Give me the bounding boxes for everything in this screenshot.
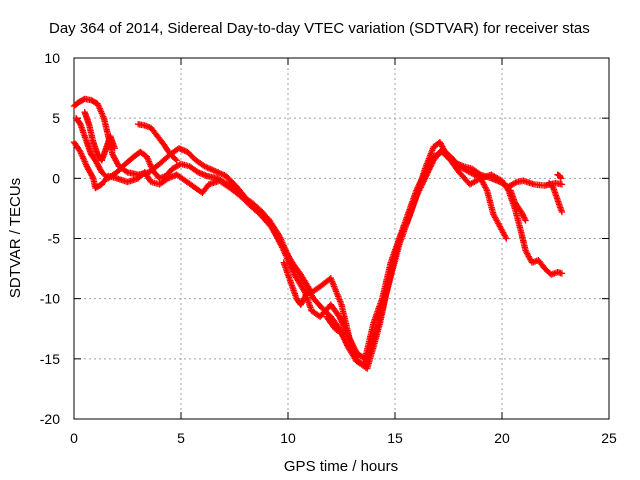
x-tick-label: 25 — [601, 430, 617, 446]
series-track-8 — [507, 187, 529, 224]
tick-labels: 0 5 10 15 20 25 -20 -15 -10 -5 0 5 10 — [40, 50, 617, 446]
x-axis-title: GPS time / hours — [284, 458, 398, 475]
y-tick-label: 5 — [52, 110, 60, 126]
data-point-marker — [520, 213, 527, 220]
y-tick-label: -15 — [40, 351, 60, 367]
data-point-marker — [512, 179, 519, 186]
x-tick-label: 0 — [70, 430, 78, 446]
series-track-9 — [545, 179, 566, 216]
series-track-5 — [81, 109, 118, 164]
data-point-marker — [304, 289, 311, 296]
data-point-marker — [557, 175, 565, 182]
grid — [74, 58, 609, 419]
y-tick-label: -20 — [40, 411, 60, 427]
series-track-4 — [135, 121, 180, 164]
axis-ticks — [73, 57, 610, 420]
data-point-marker — [522, 217, 529, 224]
x-tick-label: 20 — [494, 430, 510, 446]
x-tick-label: 10 — [280, 430, 296, 446]
data-point-marker — [518, 208, 525, 216]
series-track-1 — [70, 95, 566, 372]
data-point-marker — [503, 235, 510, 242]
x-tick-label: 5 — [177, 430, 185, 446]
x-tick-label: 15 — [387, 430, 403, 446]
data-point-marker — [173, 157, 180, 164]
y-axis-title: SDTVAR / TECUs — [7, 178, 24, 298]
data-point-marker — [76, 119, 83, 127]
data-point-marker — [518, 210, 526, 217]
data-point-marker — [558, 270, 566, 277]
data-point-marker — [558, 181, 566, 188]
data-point-marker — [520, 214, 528, 221]
y-tick-label: 10 — [44, 50, 60, 66]
data-point-marker — [111, 145, 118, 152]
data-point-marker — [519, 211, 526, 218]
data-point-marker — [558, 208, 566, 216]
chart-title: Day 364 of 2014, Sidereal Day-to-day VTE… — [49, 20, 590, 37]
y-tick-label: -5 — [48, 231, 61, 247]
data-point-marker — [339, 330, 346, 337]
series-track-10 — [554, 171, 565, 182]
y-tick-label: -10 — [40, 291, 60, 307]
series-track-6 — [280, 259, 311, 308]
y-tick-label: 0 — [52, 170, 60, 186]
data-point-marker — [340, 331, 347, 338]
series-track-7 — [323, 313, 347, 338]
data-markers — [70, 95, 566, 372]
data-point-marker — [122, 168, 130, 175]
series-track-3 — [70, 139, 566, 362]
data-point-marker — [521, 215, 528, 223]
data-point-marker — [172, 155, 179, 163]
